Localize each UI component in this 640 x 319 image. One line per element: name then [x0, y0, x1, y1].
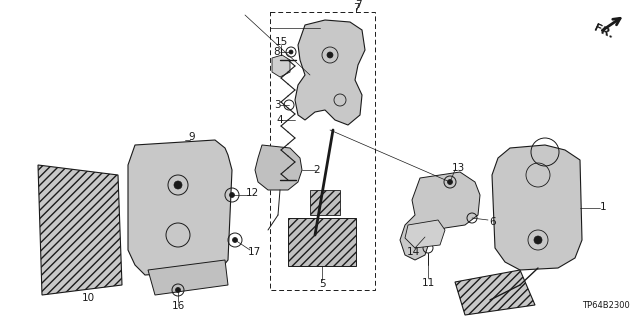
Text: 10: 10	[81, 293, 95, 303]
Circle shape	[327, 52, 333, 58]
Polygon shape	[310, 190, 340, 215]
Text: FR.: FR.	[592, 23, 615, 41]
Text: 7: 7	[355, 0, 362, 10]
Polygon shape	[128, 140, 232, 275]
Polygon shape	[288, 218, 356, 266]
Polygon shape	[272, 55, 290, 77]
Polygon shape	[405, 220, 445, 248]
Text: 5: 5	[319, 279, 325, 289]
Text: 11: 11	[421, 278, 435, 288]
Polygon shape	[38, 165, 122, 295]
Text: 4: 4	[276, 115, 284, 125]
Polygon shape	[295, 20, 365, 125]
Text: 14: 14	[406, 247, 420, 257]
Text: 3: 3	[274, 100, 280, 110]
Circle shape	[447, 180, 452, 184]
Text: 17: 17	[248, 247, 260, 257]
Circle shape	[175, 287, 180, 293]
Circle shape	[289, 50, 293, 54]
Text: 7: 7	[353, 3, 359, 13]
Polygon shape	[148, 260, 228, 295]
Text: 16: 16	[172, 301, 184, 311]
Circle shape	[534, 236, 542, 244]
Text: 9: 9	[189, 132, 195, 142]
Polygon shape	[255, 145, 302, 190]
Text: 6: 6	[490, 217, 496, 227]
Text: 12: 12	[245, 188, 259, 198]
Bar	[270, 12, 375, 290]
Text: 2: 2	[314, 165, 320, 175]
Circle shape	[174, 181, 182, 189]
Text: TP64B2300: TP64B2300	[582, 301, 630, 310]
Text: 13: 13	[451, 163, 465, 173]
Polygon shape	[400, 172, 480, 260]
Circle shape	[232, 238, 237, 242]
Polygon shape	[492, 145, 582, 270]
Polygon shape	[455, 270, 535, 315]
Circle shape	[230, 192, 234, 197]
Text: 8: 8	[274, 47, 280, 57]
Text: 1: 1	[600, 202, 606, 212]
Text: 15: 15	[275, 37, 287, 47]
